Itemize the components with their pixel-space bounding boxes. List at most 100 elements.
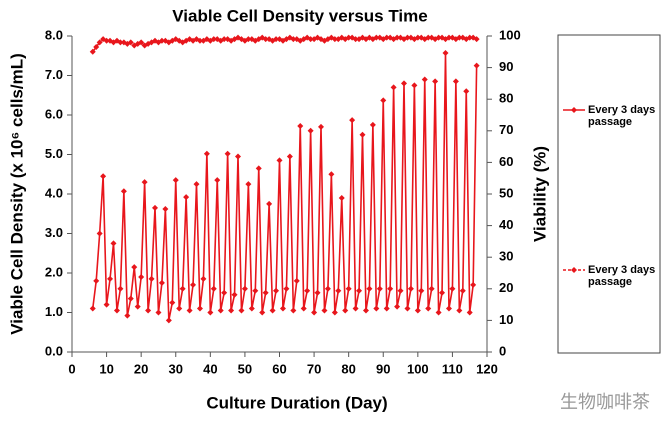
x-tick-label: 10 <box>99 361 113 376</box>
data-point <box>113 307 120 314</box>
data-point <box>269 307 276 314</box>
y-tick-label: 7.0 <box>45 67 63 82</box>
data-point <box>183 194 190 201</box>
y2-tick-label: 50 <box>499 185 513 200</box>
data-point <box>456 307 463 314</box>
data-point <box>93 277 100 284</box>
data-point <box>120 188 127 195</box>
data-point <box>421 76 428 83</box>
y-tick-label: 3.0 <box>45 225 63 240</box>
data-point <box>470 281 477 288</box>
data-point <box>200 275 207 282</box>
y-tick-label: 8.0 <box>45 27 63 42</box>
data-point <box>373 34 380 41</box>
y2-tick-label: 40 <box>499 217 513 232</box>
data-point <box>193 181 200 188</box>
x-tick-label: 30 <box>169 361 183 376</box>
y-tick-label: 6.0 <box>45 106 63 121</box>
chart-title: Viable Cell Density versus Time <box>172 6 427 25</box>
data-point <box>473 36 480 43</box>
data-point <box>342 307 349 314</box>
data-point <box>376 285 383 292</box>
data-point <box>383 305 390 312</box>
data-point <box>290 36 297 43</box>
data-point <box>404 34 411 41</box>
data-point <box>369 121 376 128</box>
data-point <box>248 305 255 312</box>
data-point <box>356 287 363 294</box>
y2-tick-label: 90 <box>499 59 513 74</box>
legend-marker <box>571 267 577 273</box>
data-point <box>442 49 449 56</box>
data-point <box>245 36 252 43</box>
data-point <box>304 287 311 294</box>
data-point <box>293 277 300 284</box>
x-tick-label: 110 <box>442 361 463 376</box>
y-tick-label: 0.0 <box>45 343 63 358</box>
x-tick-label: 50 <box>238 361 252 376</box>
data-point <box>138 273 145 280</box>
y-tick-label: 4.0 <box>45 185 63 200</box>
y2-tick-label: 20 <box>499 280 513 295</box>
data-point <box>428 285 435 292</box>
data-point <box>179 285 186 292</box>
data-point <box>190 281 197 288</box>
data-point <box>207 309 214 316</box>
data-point <box>158 37 165 44</box>
y2-axis-title: Viability (%) <box>530 146 549 242</box>
data-point <box>262 289 269 296</box>
data-point <box>210 285 217 292</box>
x-tick-label: 70 <box>307 361 321 376</box>
data-point <box>89 305 96 312</box>
y2-tick-label: 0 <box>499 343 506 358</box>
x-tick-label: 0 <box>68 361 75 376</box>
data-point <box>456 34 463 41</box>
legend-marker <box>571 107 577 113</box>
data-point <box>290 307 297 314</box>
x-tick-label: 40 <box>203 361 217 376</box>
data-point <box>103 37 110 44</box>
data-point <box>262 36 269 43</box>
y-tick-label: 2.0 <box>45 264 63 279</box>
y-axis-title: Viable Cell Density (x 10⁶ cells/mL) <box>7 53 26 335</box>
y2-tick-label: 30 <box>499 249 513 264</box>
data-point <box>338 194 345 201</box>
data-point <box>331 309 338 316</box>
data-point <box>124 312 131 319</box>
data-point <box>259 309 266 316</box>
data-point <box>96 230 103 237</box>
data-point <box>328 171 335 178</box>
legend-label: Every 3 days passage <box>588 264 655 288</box>
data-point <box>383 34 390 41</box>
data-point <box>345 285 352 292</box>
data-point <box>283 285 290 292</box>
data-point <box>352 36 359 43</box>
data-point <box>352 305 359 312</box>
data-point <box>107 275 114 282</box>
data-point <box>366 285 373 292</box>
data-point <box>210 36 217 43</box>
data-point <box>131 264 138 271</box>
data-point <box>196 305 203 312</box>
legend-label: Every 3 days passage <box>588 104 655 128</box>
data-point <box>324 285 331 292</box>
data-point <box>148 275 155 282</box>
x-tick-label: 20 <box>134 361 148 376</box>
data-point <box>245 181 252 188</box>
data-point <box>425 34 432 41</box>
data-point <box>169 299 176 306</box>
data-point <box>394 303 401 310</box>
data-point <box>100 173 107 180</box>
data-point <box>459 287 466 294</box>
data-point <box>89 48 96 55</box>
data-point <box>145 307 152 314</box>
data-point <box>359 131 366 138</box>
data-point <box>445 305 452 312</box>
data-point <box>321 307 328 314</box>
data-point <box>318 123 324 130</box>
data-point <box>345 34 352 41</box>
data-point <box>172 177 179 184</box>
data-point <box>117 285 124 292</box>
y-tick-label: 5.0 <box>45 146 63 161</box>
